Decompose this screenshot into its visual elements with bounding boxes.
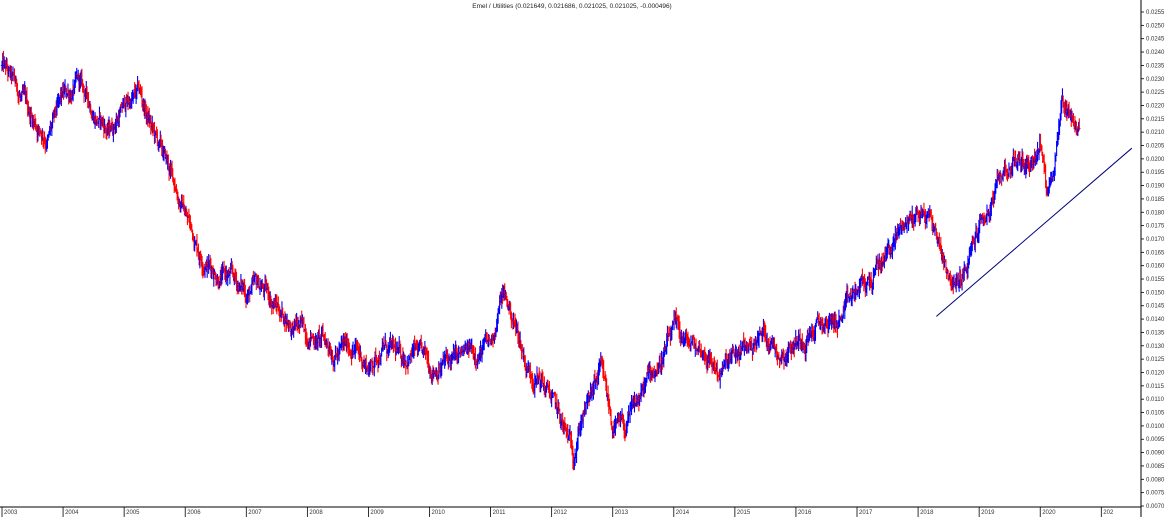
price-bars [0, 50, 1081, 471]
chart-title: Emel / Utilities (0.021649, 0.021686, 0.… [472, 3, 671, 10]
ohlc-bar [404, 360, 408, 375]
